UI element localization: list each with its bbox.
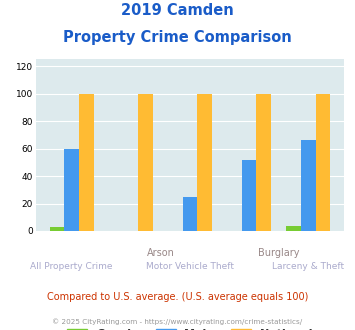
Bar [50,227,64,231]
Text: 2019 Camden: 2019 Camden [121,3,234,18]
Bar [79,94,94,231]
Bar [197,94,212,231]
Text: All Property Crime: All Property Crime [31,262,113,271]
Bar [301,140,316,231]
Bar [182,197,197,231]
Text: Burglary: Burglary [258,248,299,258]
Bar [242,160,256,231]
Text: Larceny & Theft: Larceny & Theft [272,262,344,271]
Bar [286,225,301,231]
Text: Property Crime Comparison: Property Crime Comparison [63,30,292,45]
Bar [138,94,153,231]
Text: © 2025 CityRating.com - https://www.cityrating.com/crime-statistics/: © 2025 CityRating.com - https://www.city… [53,318,302,325]
Legend: Camden, Maine, National: Camden, Maine, National [64,326,316,330]
Bar [256,94,271,231]
Bar [64,148,79,231]
Text: Motor Vehicle Theft: Motor Vehicle Theft [146,262,234,271]
Bar [316,94,330,231]
Text: Arson: Arson [146,248,174,258]
Text: Compared to U.S. average. (U.S. average equals 100): Compared to U.S. average. (U.S. average … [47,292,308,302]
